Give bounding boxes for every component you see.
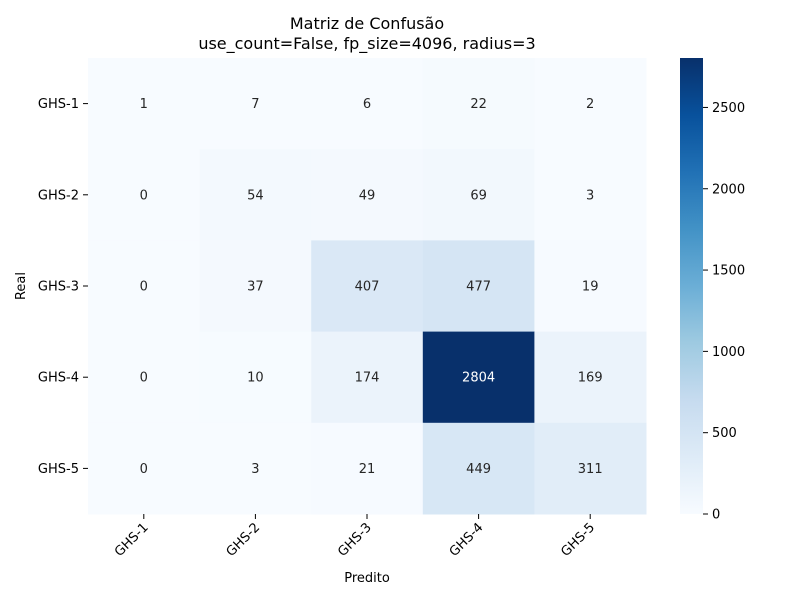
heatmap-cell xyxy=(422,149,535,241)
heatmap-cell xyxy=(534,422,647,515)
heatmap-cell xyxy=(311,58,424,150)
cell-value-label: 19 xyxy=(582,280,599,295)
y-axis-label: Real xyxy=(14,272,29,300)
heatmap-cell xyxy=(199,422,312,515)
colorbar-tick-label: 500 xyxy=(712,426,737,441)
heatmap-cell xyxy=(311,240,424,333)
y-tick-label: GHS-4 xyxy=(38,371,79,386)
heatmap-cell xyxy=(534,149,647,241)
chart-subtitle: use_count=False, fp_size=4096, radius=3 xyxy=(198,34,535,54)
y-tick-label: GHS-2 xyxy=(38,188,79,203)
cell-value-label: 174 xyxy=(355,371,380,386)
cell-value-label: 1 xyxy=(140,97,148,112)
cell-value-label: 449 xyxy=(466,462,491,477)
heatmap-cell xyxy=(88,58,201,150)
cell-value-label: 2804 xyxy=(462,371,495,386)
cell-value-label: 2 xyxy=(586,97,594,112)
y-tick-label: GHS-3 xyxy=(38,280,79,295)
cell-value-label: 0 xyxy=(140,371,148,386)
cell-value-label: 69 xyxy=(470,188,487,203)
cell-value-label: 49 xyxy=(359,188,376,203)
heatmap-cell xyxy=(199,240,312,333)
cell-value-label: 54 xyxy=(247,188,264,203)
y-tick-labels: GHS-1 GHS-2 GHS-3 GHS-4 GHS-5 xyxy=(38,97,88,477)
cell-value-label: 169 xyxy=(578,371,603,386)
colorbar-ticks: 0 500 1000 1500 2000 2500 xyxy=(703,101,745,523)
x-tick-label: GHS-2 xyxy=(224,520,264,560)
cell-value-label: 7 xyxy=(251,97,259,112)
heatmap-cell xyxy=(88,422,201,515)
heatmap-cell xyxy=(88,149,201,241)
x-tick-labels: GHS-1 GHS-2 GHS-3 GHS-4 GHS-5 xyxy=(112,514,598,560)
colorbar-tick-label: 2500 xyxy=(712,101,745,116)
x-tick-label: GHS-5 xyxy=(558,520,598,560)
cell-value-label: 3 xyxy=(586,188,594,203)
cell-value-label: 407 xyxy=(355,280,380,295)
cell-value-label: 37 xyxy=(247,280,264,295)
cell-value-label: 0 xyxy=(140,280,148,295)
cell-value-label: 311 xyxy=(578,462,603,477)
heatmap-cell xyxy=(311,331,424,424)
heatmap-cell xyxy=(422,331,535,424)
colorbar-tick-label: 0 xyxy=(712,508,720,523)
cell-value-label: 477 xyxy=(466,280,491,295)
heatmap-cell xyxy=(199,149,312,241)
heatmap-cell xyxy=(199,58,312,150)
cell-value-label: 0 xyxy=(140,462,148,477)
cell-value-label: 10 xyxy=(247,371,264,386)
cell-value-label: 22 xyxy=(470,97,487,112)
cell-value-label: 0 xyxy=(140,188,148,203)
x-tick-label: GHS-1 xyxy=(112,520,152,560)
chart-title: Matriz de Confusão xyxy=(290,14,444,33)
heatmap-cell xyxy=(88,331,201,424)
heatmap-cell xyxy=(311,149,424,241)
heatmap-cell xyxy=(422,240,535,333)
y-tick-label: GHS-5 xyxy=(38,462,79,477)
heatmap-cell xyxy=(534,240,647,333)
colorbar xyxy=(680,58,703,514)
colorbar-tick-label: 1500 xyxy=(712,264,745,279)
heatmap-cell xyxy=(534,58,647,150)
heatmap-cell xyxy=(422,58,535,150)
x-axis-label: Predito xyxy=(344,571,390,586)
cell-value-label: 3 xyxy=(251,462,259,477)
x-tick-label: GHS-4 xyxy=(447,520,487,560)
y-tick-label: GHS-1 xyxy=(38,97,79,112)
heatmap-cell xyxy=(422,422,535,515)
heatmap-cell xyxy=(88,240,201,333)
colorbar-tick-label: 1000 xyxy=(712,345,745,360)
cell-value-label: 21 xyxy=(359,462,376,477)
x-tick-label: GHS-3 xyxy=(335,520,375,560)
colorbar-tick-label: 2000 xyxy=(712,182,745,197)
heatmap-cell xyxy=(199,331,312,424)
heatmap-cell xyxy=(311,422,424,515)
cell-value-label: 6 xyxy=(363,97,371,112)
heatmap-cell xyxy=(534,331,647,424)
